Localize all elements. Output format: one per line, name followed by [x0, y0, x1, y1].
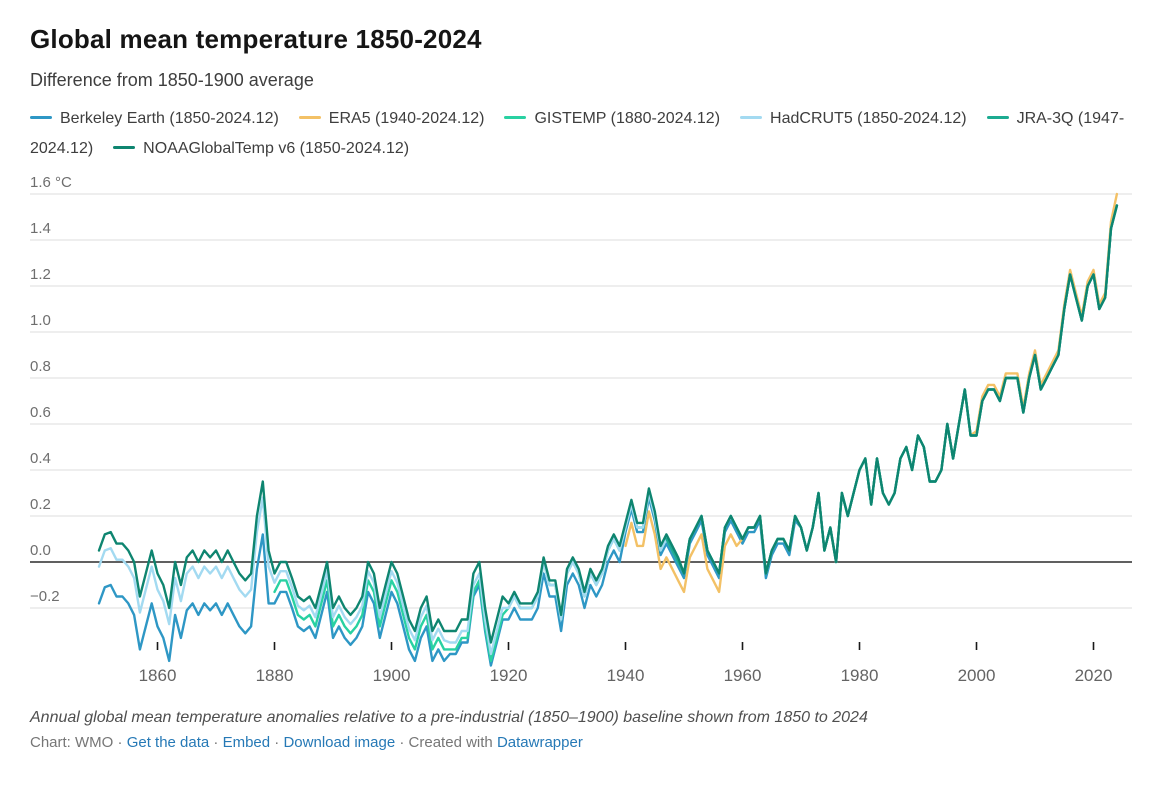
legend-swatch-icon: [986, 116, 1009, 120]
x-tick-label: 1900: [373, 666, 411, 685]
datawrapper-link[interactable]: Datawrapper: [496, 734, 583, 752]
page-title: Global mean temperature 1850-2024: [30, 24, 482, 54]
byline: Chart: WMO · Get the data · Embed · Down…: [30, 734, 1132, 751]
x-tick-label: 1960: [724, 666, 762, 685]
y-tick-label: 0.4: [30, 450, 51, 467]
legend-swatch-icon: [740, 116, 763, 120]
byline-created: Created with: [408, 734, 493, 752]
series-line-jra-3q: [665, 204, 1119, 575]
series-line-era5: [624, 192, 1119, 594]
legend-swatch-icon: [504, 116, 527, 120]
chart-area: 1.6 °C 1.4 1.2 1.0 0.8 0.6 0.4 0.2 0.0 −0.2 1860 18…: [0, 166, 1155, 693]
page-subtitle: Difference from 1850-1900 average: [30, 70, 314, 91]
legend-item: NOAAGlobalTemp v6 (1850-2024.12): [113, 140, 409, 157]
y-tick-label: 0.6: [30, 404, 51, 421]
legend-label: NOAAGlobalTemp v6 (1850-2024.12): [143, 140, 410, 158]
legend-item: GISTEMP (1880-2024.12): [504, 110, 720, 127]
legend-swatch-icon: [298, 116, 321, 120]
legend-item: Berkeley Earth (1850-2024.12): [30, 110, 279, 127]
legend-swatch-icon: [30, 116, 52, 120]
x-tick-label: 1920: [490, 666, 528, 685]
series-line-berkeley: [97, 204, 1119, 667]
legend-item: JRA-3Q (1947-2024.12): [30, 110, 1124, 157]
legend-item: HadCRUT5 (1850-2024.12): [740, 110, 967, 127]
legend-label: ERA5 (1940-2024.12): [328, 110, 485, 128]
byline-links: · Get the data · Embed · Download image …: [117, 734, 409, 752]
legend-label: HadCRUT5 (1850-2024.12): [770, 110, 967, 128]
legend-label: Berkeley Earth (1850-2024.12): [60, 110, 279, 128]
legend-swatch-icon: [113, 146, 136, 150]
chart-card: Global mean temperature 1850-2024 Differ…: [0, 24, 1155, 751]
y-tick-label: 0.2: [30, 496, 51, 513]
legend-label: GISTEMP (1880-2024.12): [534, 110, 721, 128]
temperature-chart: 1.6 °C 1.4 1.2 1.0 0.8 0.6 0.4 0.2 0.0 −0.2 1860 18…: [30, 174, 1132, 685]
y-tick-label: 1.6 °C: [30, 174, 72, 191]
y-tick-label: 0.0: [30, 542, 51, 559]
y-tick-label: 1.2: [30, 266, 51, 283]
x-tick-label: 1860: [139, 666, 177, 685]
y-tick-label: −0.2: [30, 588, 60, 605]
series-line-noaaglobaltemp: [97, 204, 1119, 644]
byline-link-download-image[interactable]: Download image: [283, 734, 396, 752]
legend-label: JRA-3Q (1947-2024.12): [30, 110, 1125, 158]
x-tick-label: 2000: [958, 666, 996, 685]
footer-note: Annual global mean temperature anomalies…: [30, 709, 868, 727]
x-tick-label: 1880: [256, 666, 294, 685]
y-tick-label: 1.4: [30, 220, 51, 237]
x-tick-label: 1940: [607, 666, 645, 685]
legend-item: ERA5 (1940-2024.12): [298, 110, 485, 128]
y-tick-label: 0.8: [30, 358, 51, 375]
y-tick-label: 1.0: [30, 312, 51, 329]
x-tick-label: 1980: [841, 666, 879, 685]
series-line-hadcrut5: [97, 204, 1119, 656]
byline-link-embed[interactable]: Embed: [222, 734, 271, 752]
legend: Berkeley Earth (1850-2024.12) ERA5 (1940-…: [30, 104, 1132, 164]
x-tick-label: 2020: [1075, 666, 1113, 685]
byline-link-get-the-data[interactable]: Get the data: [126, 734, 210, 752]
byline-prefix: Chart: WMO: [30, 734, 114, 752]
